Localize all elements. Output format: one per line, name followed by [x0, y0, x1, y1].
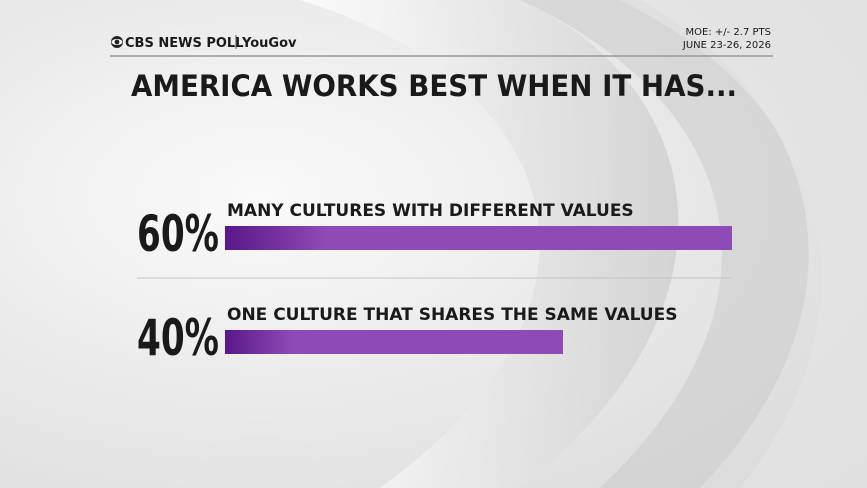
category-label: MANY CULTURES WITH DIFFERENT VALUES [227, 201, 634, 221]
background-arc [620, 0, 867, 488]
value-label: 60% [137, 205, 219, 263]
cbs-logo [111, 36, 123, 48]
background-arc [520, 0, 809, 488]
bar [225, 330, 563, 354]
source: CBS NEWS POLL [125, 36, 243, 51]
dates: JUNE 23-26, 2026 [682, 40, 771, 51]
chart-title: AMERICA WORKS BEST WHEN IT HAS... [131, 69, 737, 103]
bar [225, 226, 732, 250]
partner: YouGov [241, 36, 297, 51]
background-arc [300, 0, 679, 488]
moe: MOE: +/- 2.7 PTS [686, 27, 771, 38]
category-label: ONE CULTURE THAT SHARES THE SAME VALUES [227, 305, 677, 325]
value-label: 40% [137, 309, 219, 367]
